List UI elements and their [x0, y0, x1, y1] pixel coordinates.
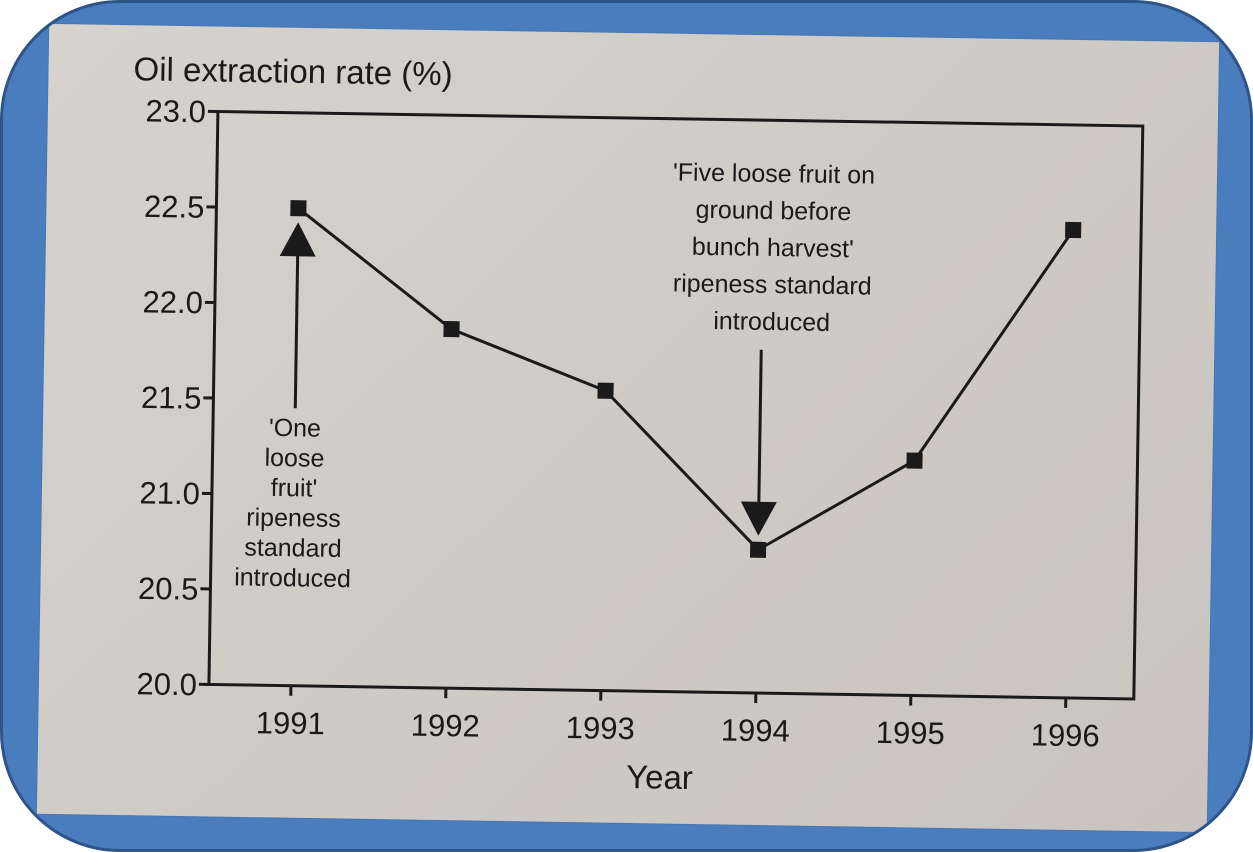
- plot-area-border: [207, 109, 1145, 701]
- x-tick-label: 1995: [875, 715, 945, 751]
- series-line: [297, 207, 1075, 552]
- annotation-text: 'Five loose fruit on: [673, 158, 876, 189]
- data-point: [597, 382, 614, 399]
- y-tick-label: 22.0: [142, 284, 203, 320]
- annotation-arrow-shaft: [293, 252, 300, 409]
- annotation-arrow-shaft: [757, 349, 763, 506]
- x-axis-label: Year: [626, 758, 693, 796]
- y-tick-label: 20.5: [138, 571, 199, 607]
- y-tick-label: 21.0: [139, 475, 200, 511]
- data-point: [443, 321, 460, 338]
- x-tick-label: 1994: [721, 712, 791, 748]
- annotation-text: ripeness: [246, 504, 341, 533]
- y-tick-label: 20.0: [136, 666, 197, 702]
- line-chart: Oil extraction rate (%) Year 20.0 20.5 21.…: [133, 50, 1145, 796]
- y-tick-label: 22.5: [144, 189, 205, 225]
- annotation-text: ground before: [695, 196, 851, 226]
- data-point: [1065, 221, 1082, 239]
- annotation-text: introduced: [234, 563, 351, 593]
- annotation-text: fruit': [271, 474, 318, 503]
- chart-photo: Oil extraction rate (%) Year 20.0 20.5 21.…: [36, 23, 1220, 833]
- x-tick-label: 1993: [566, 710, 636, 746]
- annotation-text: bunch harvest': [692, 233, 854, 264]
- y-tick-label: 21.5: [141, 380, 202, 416]
- data-point: [906, 452, 923, 469]
- annotation-text: 'One: [269, 414, 321, 443]
- annotation-arrowhead: [279, 222, 316, 257]
- data-point: [749, 541, 767, 558]
- annotation-text: standard: [244, 533, 342, 563]
- x-tick-label: 1991: [256, 705, 326, 741]
- x-tick-label: 1992: [411, 708, 481, 744]
- annotation-arrowhead: [740, 501, 777, 536]
- y-tick-label: 23.0: [145, 93, 206, 129]
- data-point: [290, 200, 307, 217]
- annotation-text: loose: [264, 444, 324, 473]
- y-axis-label: Oil extraction rate (%): [133, 50, 453, 92]
- annotation-text: introduced: [713, 307, 830, 337]
- x-tick-label: 1996: [1030, 717, 1100, 753]
- annotation-text: ripeness standard: [673, 269, 872, 300]
